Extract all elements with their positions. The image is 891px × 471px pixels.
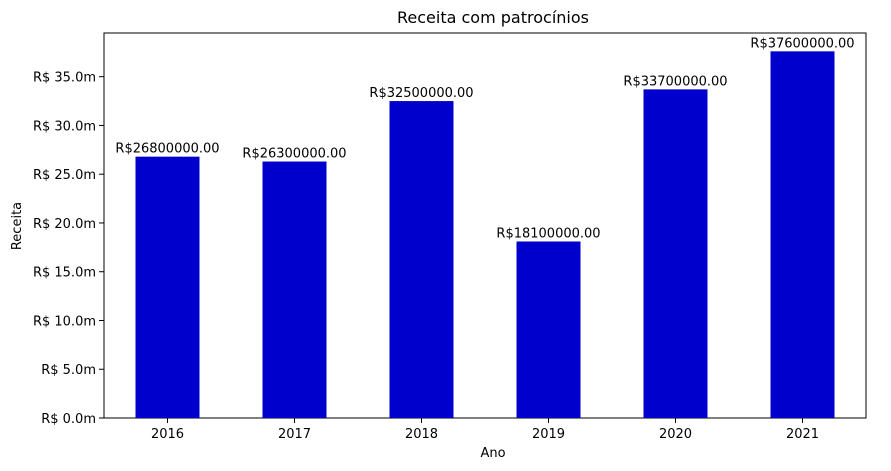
y-axis-label: Receita (10, 202, 25, 250)
bar-value-label-2017: R$26300000.00 (242, 147, 346, 162)
y-tick-label-0: R$ 0.0m (41, 412, 96, 427)
bars-layer (135, 51, 835, 419)
y-axis: R$ 0.0m R$ 5.0m R$ 10.0m R$ 15.0m R$ 20.0m R$… (33, 71, 104, 427)
bar-2016 (135, 156, 200, 419)
bar-value-label-2020: R$33700000.00 (623, 74, 727, 89)
bar-value-label-2021: R$37600000.00 (750, 36, 854, 51)
x-tick-label-2020: 2020 (659, 427, 692, 442)
plot-area: R$26800000.00 R$26300000.00 R$32500000.00 R… (103, 32, 867, 419)
y-tick-label-2: R$ 10.0m (33, 314, 96, 329)
x-tick-label-2018: 2018 (405, 427, 438, 442)
plot-frame (103, 32, 867, 419)
bar-labels-layer: R$26800000.00 R$26300000.00 R$32500000.00 R… (115, 36, 854, 241)
x-axis: 2016 2017 2018 2019 2020 2021 (151, 418, 819, 442)
y-tick-label-6: R$ 30.0m (33, 119, 96, 134)
bar-value-label-2018: R$32500000.00 (369, 86, 473, 101)
bar-2019 (516, 241, 581, 418)
x-axis-label: Ano (480, 446, 505, 461)
x-tick-label-2019: 2019 (532, 427, 565, 442)
bar-2020 (643, 89, 708, 419)
bar-value-label-2016: R$26800000.00 (115, 142, 219, 157)
chart-title: Receita com patrocínios (397, 8, 589, 27)
bar-2021 (770, 51, 835, 418)
y-tick-label-1: R$ 5.0m (41, 363, 96, 378)
x-tick-label-2017: 2017 (278, 427, 311, 442)
y-tick-label-4: R$ 20.0m (33, 217, 96, 232)
bar-2018 (389, 101, 454, 418)
bar-value-label-2019: R$18100000.00 (496, 226, 600, 241)
y-tick-label-5: R$ 25.0m (33, 168, 96, 183)
y-tick-label-3: R$ 15.0m (33, 266, 96, 281)
x-tick-label-2016: 2016 (151, 427, 184, 442)
bar-2017 (262, 161, 327, 418)
y-tick-label-7: R$ 35.0m (33, 71, 96, 86)
x-tick-label-2021: 2021 (786, 427, 819, 442)
